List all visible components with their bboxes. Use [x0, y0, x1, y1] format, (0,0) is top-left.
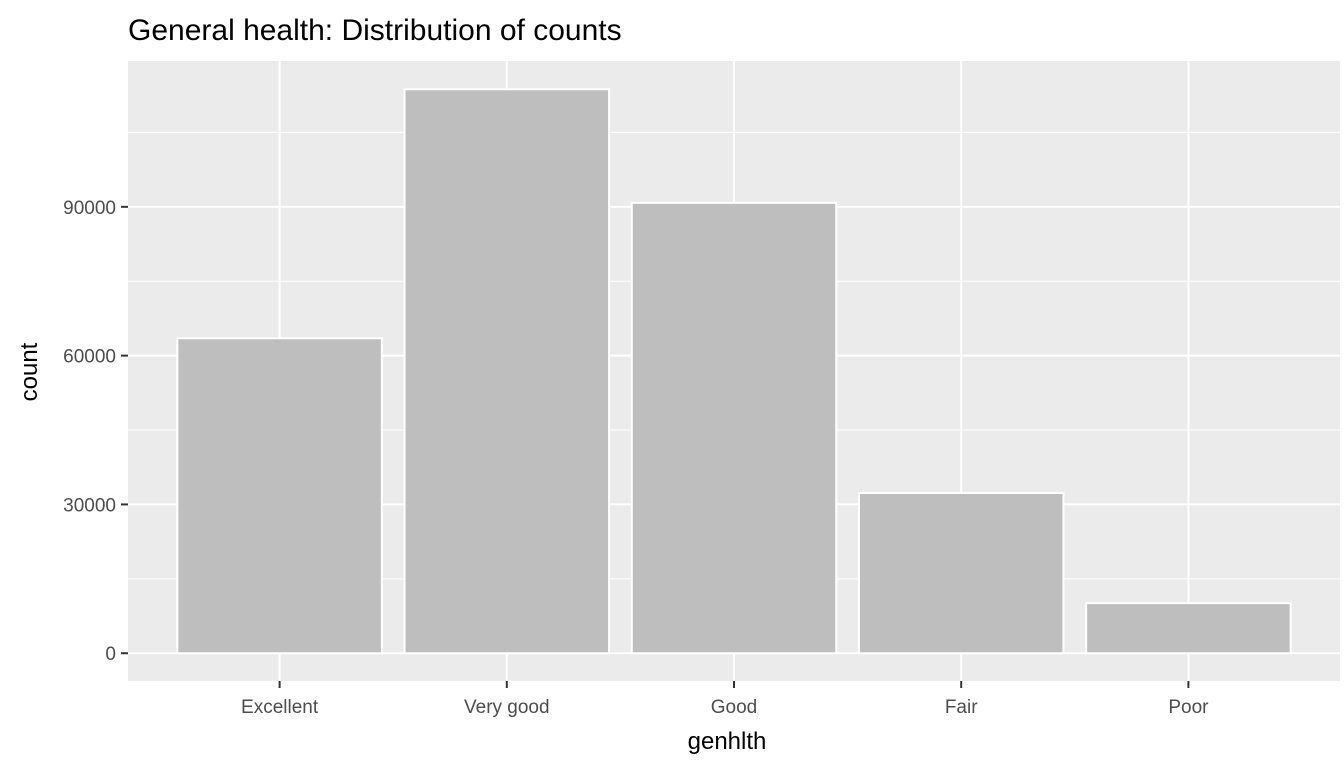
x-tick-label: Fair — [945, 697, 978, 718]
y-tick-label: 90000 — [63, 198, 116, 219]
x-tick-label: Poor — [1168, 697, 1209, 718]
y-tick-label: 60000 — [63, 347, 116, 368]
bar — [403, 88, 611, 655]
y-axis: 0 30000 60000 90000 — [63, 198, 128, 665]
bar — [1085, 602, 1292, 655]
x-tick-label: Very good — [464, 697, 550, 718]
x-tick-label: Good — [711, 697, 757, 718]
y-tick-label: 0 — [105, 644, 116, 665]
y-tick-label: 30000 — [63, 495, 116, 516]
bar — [630, 201, 838, 655]
x-axis: Excellent Very good Good Fair Poor — [241, 681, 1209, 718]
x-tick-label: Excellent — [241, 697, 319, 718]
bar — [857, 492, 1065, 655]
bars — [176, 88, 1292, 655]
x-axis-title: genhlth — [688, 728, 767, 755]
bar — [176, 337, 383, 655]
chart-title: General health: Distribution of counts — [128, 14, 622, 47]
y-axis-title: count — [16, 342, 43, 401]
